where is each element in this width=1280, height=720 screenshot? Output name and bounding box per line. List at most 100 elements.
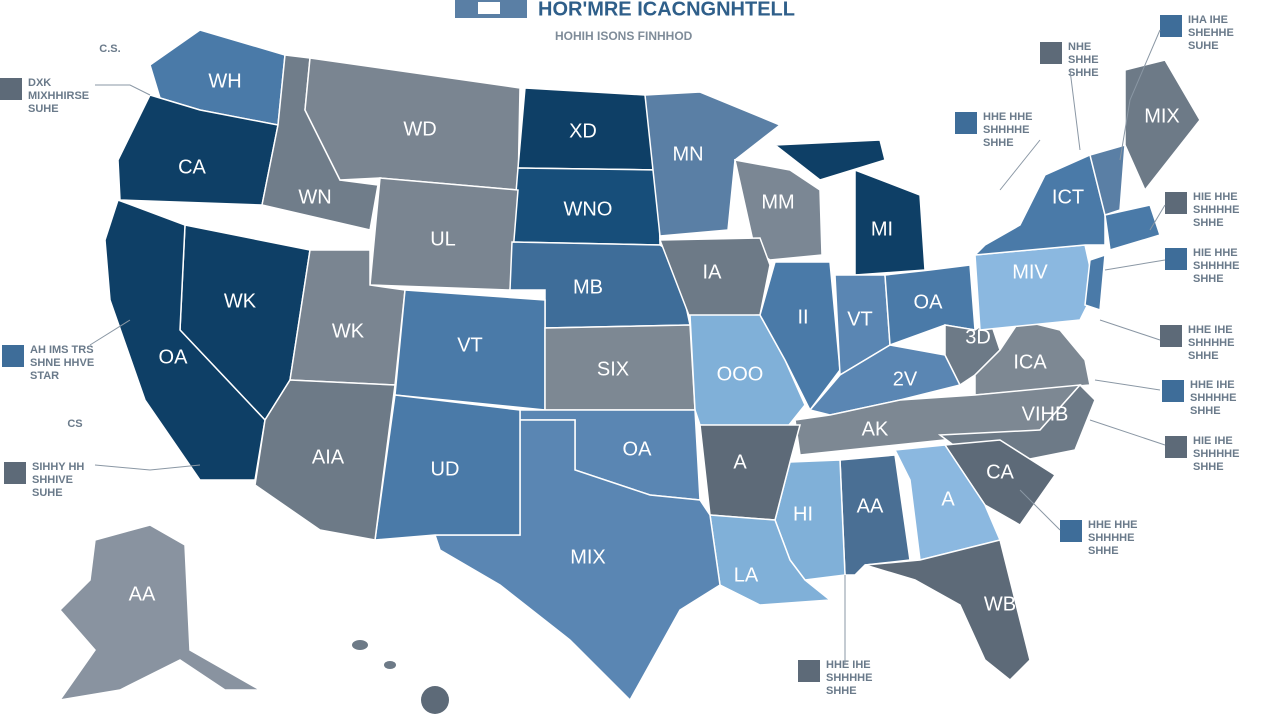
state-label: MN <box>672 143 703 165</box>
state-label: MI <box>871 218 893 240</box>
subtitle: HOHIH ISONS FINHHOD <box>555 29 693 43</box>
state-label: A <box>941 488 955 510</box>
callout-icon <box>1040 42 1062 64</box>
callout-text: AH IMS TRS <box>30 344 94 356</box>
state <box>973 153 1106 256</box>
leaders <box>89 29 1166 665</box>
callout-icon <box>955 112 977 134</box>
callout-text: SHNE HHVE <box>30 357 94 369</box>
state-label: LA <box>734 564 759 586</box>
callout-icon <box>4 462 26 484</box>
leader-line <box>1094 379 1161 391</box>
callout-text: SHHHHE <box>1188 337 1234 349</box>
state-label: OA <box>623 438 653 460</box>
state-label: A <box>733 451 747 473</box>
state-label: IA <box>703 261 723 283</box>
state-label: CA <box>986 461 1014 483</box>
state <box>433 419 721 702</box>
leader-line <box>1099 319 1161 341</box>
state-label: VIHB <box>1022 403 1069 425</box>
state-label: AK <box>862 418 889 440</box>
state <box>699 424 801 521</box>
island <box>384 661 396 669</box>
state-label: WNO <box>564 198 613 220</box>
callout-text: NHE <box>1068 41 1091 53</box>
state <box>254 379 396 541</box>
state-label: VT <box>847 308 873 330</box>
state-label: OA <box>914 291 944 313</box>
callout-text: HIE HHE <box>1193 191 1238 203</box>
callout-text: HHE IHE <box>826 659 871 671</box>
callout-icon <box>1165 192 1187 214</box>
callout-text: SUHE <box>1188 40 1219 52</box>
state-label: MIX <box>570 546 606 568</box>
callout-text: SHHHHE <box>1088 532 1134 544</box>
callout-text: SHHE <box>1068 67 1099 79</box>
state <box>1104 204 1161 251</box>
state-label: 2V <box>893 368 918 390</box>
leader-line <box>1019 489 1061 531</box>
leader-line <box>1089 419 1166 446</box>
state-label: 3D <box>965 326 991 348</box>
state <box>772 139 886 181</box>
mark-label: CS <box>67 418 82 430</box>
callout-text: DXK <box>28 77 51 89</box>
state-labels: WH CA WN WD XD WNO MN MM MI UL MB IA WK … <box>129 70 1180 615</box>
leader-line <box>1149 204 1166 231</box>
callout-text: SUHE <box>28 103 59 115</box>
state-label: OOO <box>717 363 764 385</box>
callout-text: SHHE <box>1193 217 1224 229</box>
callout-text: SHEHHE <box>1188 27 1234 39</box>
state-label: MIV <box>1012 261 1048 283</box>
callout-icon <box>1160 325 1182 347</box>
title-icon <box>478 2 500 14</box>
callout-icon <box>1060 520 1082 542</box>
callout-text: MIXHHIRSE <box>28 90 89 102</box>
callout-icon <box>1165 436 1187 458</box>
callout-text: HHE IHE <box>1190 379 1235 391</box>
island <box>352 640 368 650</box>
callout-text: SHHE <box>1193 461 1224 473</box>
callout-text: HIE HHE <box>1193 247 1238 259</box>
leader-line <box>94 464 201 471</box>
states <box>58 29 1201 714</box>
callout-text: HIE IHE <box>1193 435 1233 447</box>
callout-text: SHHHHE <box>983 124 1029 136</box>
callout-text: SHHE <box>1193 273 1224 285</box>
leader-line <box>1119 29 1161 161</box>
callout-text: SHHHHE <box>1190 392 1236 404</box>
callout-text: SHHHHE <box>1193 448 1239 460</box>
callout-text: IHA IHE <box>1188 14 1228 26</box>
state <box>864 539 1031 682</box>
state-label: WK <box>332 320 365 342</box>
state-label: XD <box>569 120 597 142</box>
state-label: WK <box>224 290 257 312</box>
island <box>421 686 449 714</box>
state-label: OA <box>159 346 189 368</box>
callout-icon <box>0 78 22 100</box>
callout-text: STAR <box>30 370 59 382</box>
mark-label: C.S. <box>99 43 120 55</box>
callout-icon <box>2 345 24 367</box>
callout-text: SHHE <box>1088 545 1119 557</box>
state-label: AA <box>129 583 156 605</box>
callout-text: HHE IHE <box>1188 324 1233 336</box>
leader-line <box>1104 259 1166 271</box>
callout-text: SHHE <box>826 685 857 697</box>
state-label: CA <box>178 156 206 178</box>
state <box>104 199 266 481</box>
state <box>709 514 832 606</box>
callout-text: SIHHY HH <box>32 461 84 473</box>
state-label: II <box>797 306 808 328</box>
callout-text: SHHHHE <box>826 672 872 684</box>
callout-text: SHHE <box>983 137 1014 149</box>
state <box>794 384 1082 456</box>
state <box>1084 253 1106 312</box>
state-label: MM <box>761 191 794 213</box>
callout-text: HHE HHE <box>1088 519 1138 531</box>
state-label: WB <box>984 593 1016 615</box>
state-label: AIA <box>312 446 345 468</box>
state-label: WN <box>298 186 331 208</box>
callout-text: SHHE <box>1188 350 1219 362</box>
